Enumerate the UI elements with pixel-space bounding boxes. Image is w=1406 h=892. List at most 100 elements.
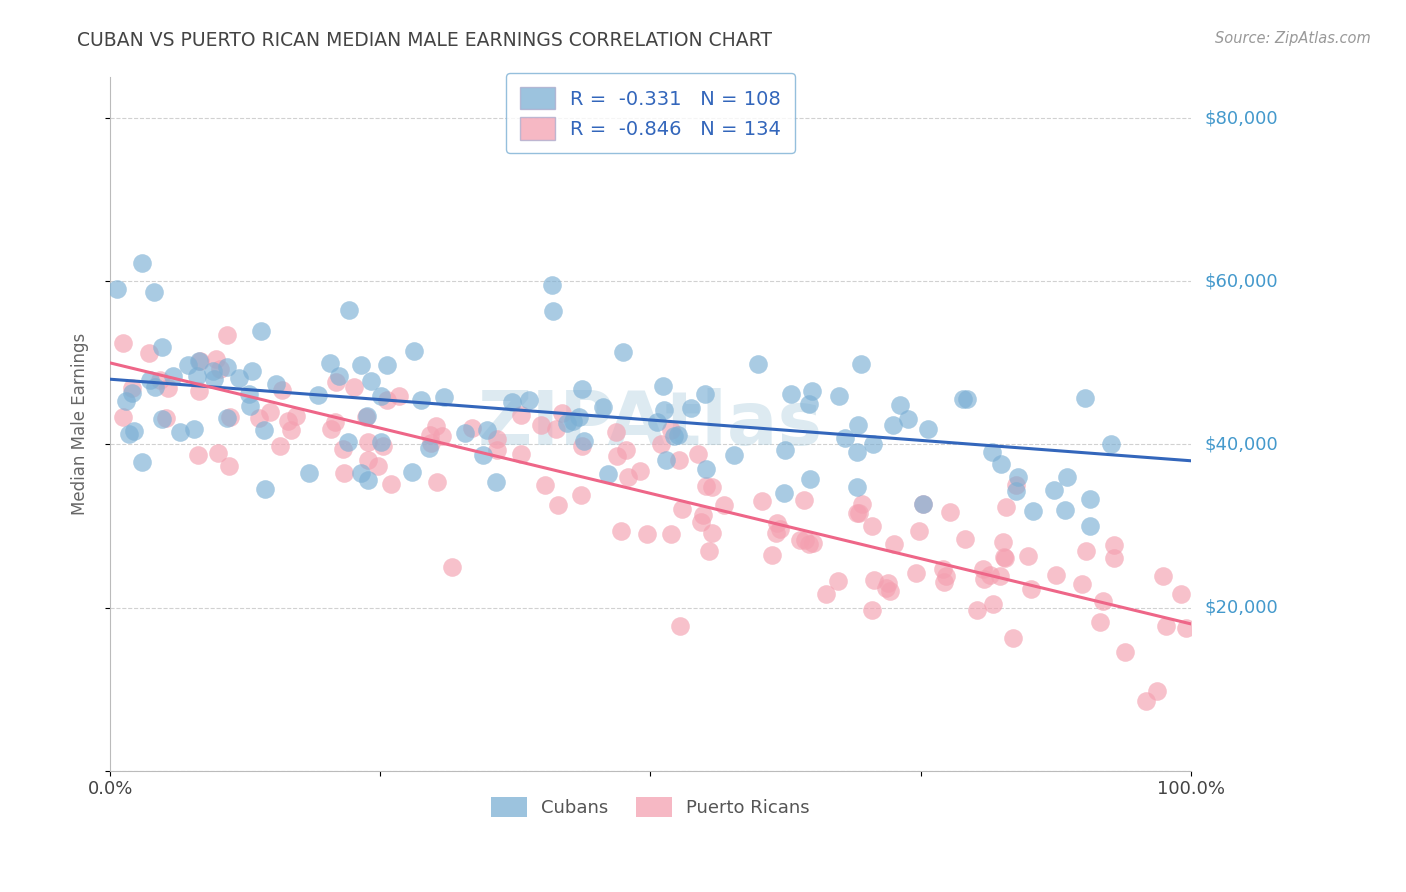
Point	[350, 466, 373, 480]
Point	[357, 473, 380, 487]
Point	[150, 340, 173, 354]
Y-axis label: Median Male Earnings: Median Male Earnings	[72, 333, 89, 516]
Point	[574, 434, 596, 448]
Point	[1114, 645, 1136, 659]
Point	[666, 427, 689, 442]
Point	[1002, 631, 1025, 645]
Point	[860, 602, 883, 616]
Point	[551, 406, 574, 420]
Point	[773, 443, 796, 458]
Point	[145, 380, 167, 394]
Point	[411, 392, 433, 407]
Point	[612, 345, 634, 359]
Point	[571, 439, 593, 453]
Point	[751, 493, 773, 508]
Point	[375, 392, 398, 407]
Point	[834, 431, 856, 445]
Point	[264, 376, 287, 391]
Point	[375, 358, 398, 372]
Point	[769, 522, 792, 536]
Point	[972, 562, 994, 576]
Point	[323, 415, 346, 429]
Point	[121, 381, 143, 395]
Point	[114, 393, 136, 408]
Text: Source: ZipAtlas.com: Source: ZipAtlas.com	[1215, 31, 1371, 46]
Point	[1092, 594, 1115, 608]
Point	[354, 410, 377, 425]
Point	[357, 453, 380, 467]
Point	[747, 357, 769, 371]
Point	[157, 381, 180, 395]
Point	[605, 425, 627, 440]
Point	[766, 516, 789, 531]
Text: $20,000: $20,000	[1205, 599, 1278, 616]
Point	[149, 373, 172, 387]
Point	[207, 446, 229, 460]
Point	[793, 492, 815, 507]
Point	[1174, 621, 1197, 635]
Point	[461, 420, 484, 434]
Point	[1088, 615, 1111, 629]
Point	[155, 411, 177, 425]
Point	[298, 467, 321, 481]
Point	[190, 354, 212, 368]
Point	[131, 455, 153, 469]
Point	[692, 508, 714, 522]
Point	[388, 389, 411, 403]
Point	[124, 424, 146, 438]
Point	[846, 506, 869, 520]
Point	[284, 409, 307, 424]
Text: $80,000: $80,000	[1205, 109, 1278, 128]
Point	[183, 422, 205, 436]
Point	[695, 387, 717, 401]
Point	[610, 524, 633, 538]
Point	[208, 362, 231, 376]
Point	[879, 583, 901, 598]
Point	[250, 324, 273, 338]
Point	[1070, 577, 1092, 591]
Point	[695, 462, 717, 476]
Point	[794, 533, 817, 547]
Point	[425, 418, 447, 433]
Point	[111, 336, 134, 351]
Point	[699, 544, 721, 558]
Point	[862, 437, 884, 451]
Point	[238, 386, 260, 401]
Point	[138, 346, 160, 360]
Point	[486, 432, 509, 446]
Point	[432, 390, 454, 404]
Point	[993, 535, 1015, 549]
Point	[277, 414, 299, 428]
Point	[645, 416, 668, 430]
Point	[935, 569, 957, 583]
Point	[321, 422, 343, 436]
Point	[547, 498, 569, 512]
Point	[253, 482, 276, 496]
Point	[606, 449, 628, 463]
Point	[662, 429, 685, 443]
Point	[357, 434, 380, 449]
Point	[799, 473, 821, 487]
Point	[955, 532, 977, 546]
Point	[510, 408, 533, 422]
Point	[356, 409, 378, 423]
Point	[956, 392, 979, 406]
Point	[239, 399, 262, 413]
Point	[917, 422, 939, 436]
Point	[848, 506, 870, 520]
Point	[702, 525, 724, 540]
Point	[780, 387, 803, 401]
Point	[380, 477, 402, 491]
Point	[1078, 519, 1101, 533]
Point	[979, 568, 1001, 582]
Point	[343, 380, 366, 394]
Point	[218, 458, 240, 473]
Point	[259, 405, 281, 419]
Point	[1053, 503, 1076, 517]
Point	[851, 357, 873, 371]
Point	[253, 423, 276, 437]
Point	[332, 442, 354, 456]
Point	[1078, 492, 1101, 507]
Point	[360, 374, 382, 388]
Point	[562, 414, 585, 428]
